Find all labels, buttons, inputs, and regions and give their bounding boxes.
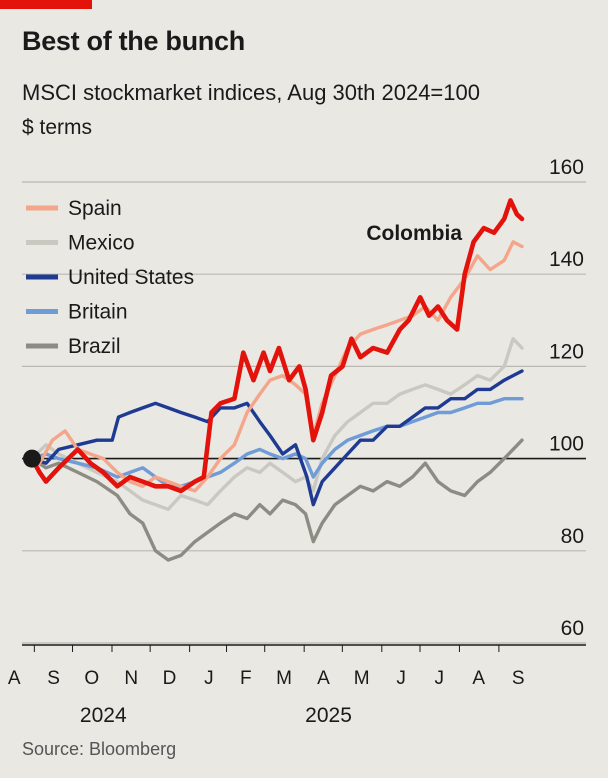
y-tick-label: 160 [549,156,584,179]
chart-subtitle: MSCI stockmarket indices, Aug 30th 2024=… [22,80,480,105]
annotation-colombia: Colombia [366,222,462,245]
y-tick-label: 120 [549,340,584,363]
y-tick-label: 60 [561,617,584,640]
x-tick-label: F [240,668,252,689]
legend-label-united-states: United States [68,266,194,289]
y-tick-label: 100 [549,433,584,456]
series-line-colombia [29,198,525,494]
source-note: Source: Bloomberg [22,739,177,759]
x-tick-label: A [8,668,21,689]
base-point-marker [23,449,41,468]
legend-label-spain: Spain [68,197,122,220]
brand-accent-bar [0,0,92,9]
legend-label-mexico: Mexico [68,232,135,255]
legend-label-brazil: Brazil [68,335,121,358]
series-line-mexico [30,337,524,511]
chart-unit-label: $ terms [22,116,93,139]
series-lines [23,198,525,562]
x-year-label: 2024 [80,704,127,727]
x-tick-label: J [435,668,445,689]
x-tick-label: J [204,668,214,689]
x-tick-label: N [124,668,138,689]
series-line-britain [30,397,524,488]
x-tick-label: S [47,668,60,689]
x-tick-label: S [512,668,525,689]
y-axis-labels: 60 80 100 120 140 160 [549,156,584,640]
x-tick-label: A [317,668,330,689]
series-line-brazil [30,438,524,562]
x-tick-label: M [276,668,292,689]
y-tick-label: 140 [549,248,584,271]
legend-label-britain: Britain [68,301,128,324]
x-tick-label: A [472,668,485,689]
x-axis: A S O N D J F M A M J J A S 2024 2025 [8,644,586,727]
gridlines [22,181,586,644]
x-tick-label: M [354,668,370,689]
y-tick-label: 80 [561,525,584,548]
chart-title: Best of the bunch [22,26,245,56]
x-tick-label: O [84,668,99,689]
series-line-united-states [30,369,524,507]
legend: Spain Mexico United States Britain Brazil [26,197,194,358]
x-tick-label: D [163,668,177,689]
annotations: Colombia [366,222,462,245]
x-year-label: 2025 [305,704,352,727]
x-tick-label: J [396,668,406,689]
